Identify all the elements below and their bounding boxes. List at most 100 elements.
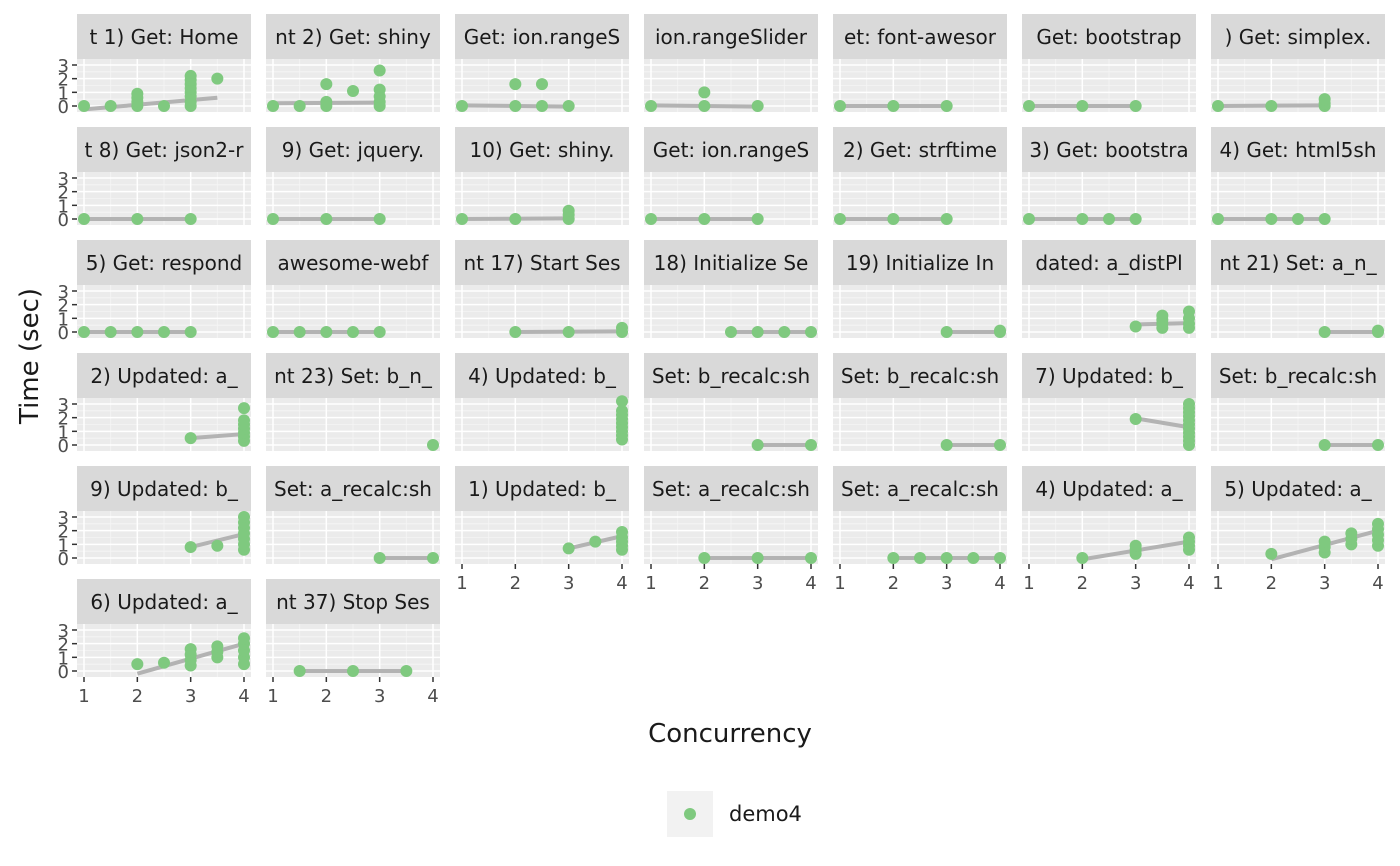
data-point: [562, 204, 575, 217]
data-point: [427, 439, 439, 451]
trend-line: [1135, 416, 1190, 430]
facet-strip: [77, 14, 251, 59]
x-tick-label: 4: [1372, 573, 1383, 594]
data-point: [1318, 93, 1331, 106]
x-tick-label: 4: [427, 686, 438, 707]
data-point: [1345, 527, 1358, 540]
facet-strip-label: dated: a_distPl: [1035, 251, 1182, 275]
facet-panel: dated: a_distPl: [1022, 240, 1196, 338]
facet-strip: [1022, 240, 1196, 285]
facet-strip: [266, 579, 440, 624]
y-tick-label: 2: [58, 635, 69, 656]
data-point: [509, 326, 522, 338]
x-tick-label: 2: [321, 686, 332, 707]
data-point: [267, 326, 279, 338]
x-tick-label: 1: [78, 686, 89, 707]
data-point: [509, 78, 522, 91]
data-point: [373, 64, 386, 77]
facet-strip: [77, 579, 251, 624]
x-tick-label: 2: [888, 573, 899, 594]
facet-strip-label: Set: b_recalc:sh: [841, 364, 999, 388]
data-point: [834, 213, 846, 225]
y-tick-label: 1: [58, 83, 69, 104]
y-tick-label: 3: [58, 621, 69, 642]
data-point: [320, 95, 333, 108]
facet-strip-label: Get: ion.rangeS: [653, 138, 809, 162]
legend: demo4: [667, 791, 802, 837]
data-point: [698, 552, 711, 564]
y-tick-label: 1: [58, 196, 69, 217]
data-point: [211, 72, 224, 85]
facet-panel: Get: ion.rangeS: [644, 127, 818, 225]
data-point: [887, 213, 900, 225]
facet-panel: 4) Get: html5sh: [1211, 127, 1385, 225]
facet-strip-label: Set: b_recalc:sh: [652, 364, 810, 388]
facet-strip-label: 4) Updated: a_: [1035, 477, 1183, 501]
data-point: [456, 213, 468, 225]
y-tick-label: 3: [58, 169, 69, 190]
data-point: [1076, 213, 1089, 225]
data-point: [373, 552, 386, 564]
data-point: [1129, 539, 1142, 552]
data-point: [104, 326, 117, 338]
x-tick-label: 3: [1130, 573, 1141, 594]
facet-strip-label: 5) Updated: a_: [1224, 477, 1372, 501]
facet-strip: [266, 240, 440, 285]
data-point: [509, 100, 522, 112]
data-point: [238, 402, 250, 415]
data-point: [131, 213, 144, 225]
data-point: [104, 100, 117, 112]
data-point: [887, 100, 900, 112]
data-point: [805, 552, 817, 564]
facet-panel: 10) Get: shiny.: [455, 127, 629, 225]
data-point: [1129, 320, 1142, 333]
x-tick-label: 2: [1266, 573, 1277, 594]
facet-panel: 9) Get: jquery.: [266, 127, 440, 225]
data-point: [509, 213, 522, 225]
x-tick-label: 1: [834, 573, 845, 594]
data-point: [1183, 531, 1195, 544]
data-point: [562, 100, 575, 112]
data-point: [698, 213, 711, 225]
facet-strip-label: 6) Updated: a_: [90, 590, 238, 614]
data-point: [1318, 213, 1331, 225]
data-point: [373, 326, 386, 338]
facet-panel: nt 21) Set: a_n_: [1211, 240, 1385, 338]
facet-strip-label: Set: a_recalc:sh: [841, 477, 999, 501]
data-point: [616, 395, 628, 408]
facet-panel: ion.rangeSlider: [644, 14, 818, 112]
data-point: [1156, 309, 1169, 322]
x-tick-label: 2: [132, 686, 143, 707]
facet-strip: [266, 353, 440, 398]
y-axis-title: Time (sec): [15, 288, 45, 425]
facet-panel: 18) Initialize Se: [644, 240, 818, 338]
data-point: [267, 213, 279, 225]
data-point: [1318, 439, 1331, 451]
facet-panel: Get: ion.rangeS: [455, 14, 629, 112]
data-point: [1076, 552, 1089, 564]
data-point: [645, 100, 657, 112]
data-point: [645, 213, 657, 225]
y-tick-label: 3: [58, 56, 69, 77]
facet-panel: 3) Get: bootstra: [1022, 127, 1196, 225]
facet-strip: [266, 14, 440, 59]
facet-panel: 7) Updated: b_: [1022, 353, 1196, 451]
facet-strip: [77, 353, 251, 398]
data-point: [238, 414, 250, 427]
data-point: [131, 326, 144, 338]
data-point: [1212, 213, 1224, 225]
data-point: [1292, 213, 1304, 225]
data-point: [562, 542, 575, 555]
facet-strip-label: 5) Get: respond: [86, 251, 242, 275]
x-tick-label: 4: [238, 686, 249, 707]
data-point: [725, 326, 737, 338]
facet-panel: 4) Updated: a_ 1 2 3 4: [1022, 466, 1196, 594]
facet-strip-label: 4) Get: html5sh: [1219, 138, 1376, 162]
facet-strip-label: awesome-webf: [278, 251, 430, 275]
data-point: [373, 213, 386, 225]
data-point: [238, 511, 250, 523]
